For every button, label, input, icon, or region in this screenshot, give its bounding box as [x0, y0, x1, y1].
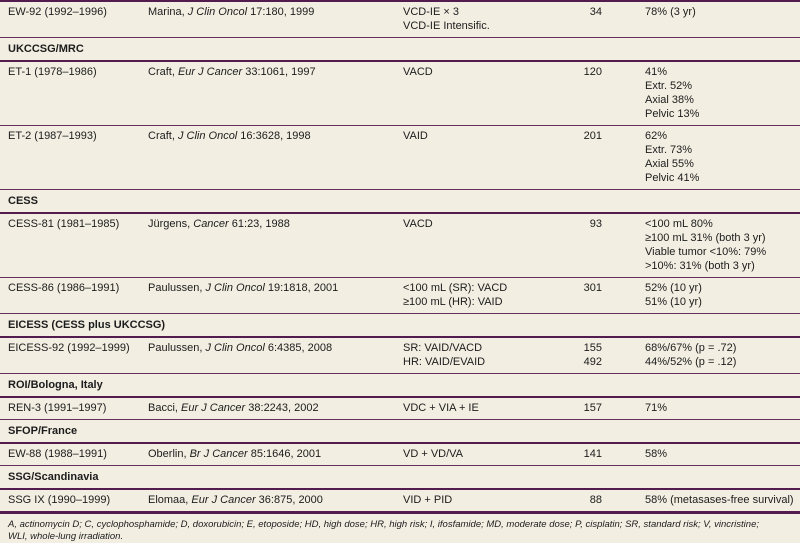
survival-cell: 58% (metasases-free survival)	[645, 494, 794, 506]
citation-detail: 6:4385, 2008	[264, 342, 333, 354]
patients-cell: 88	[589, 494, 602, 506]
study-cell: EICESS-92 (1992–1999)	[8, 342, 130, 354]
citation-detail: 38:2243, 2002	[245, 402, 319, 414]
study-cell: EW-92 (1992–1996)	[8, 6, 107, 18]
survival-cell: <100 mL 80% ≥100 mL 31% (both 3 yr) Viab…	[645, 218, 767, 272]
table-row-cess81: CESS-81 (1981–1985) Jürgens, Cancer 61:2…	[0, 213, 800, 278]
table-row-ssg-ix: SSG IX (1990–1999) Elomaa, Eur J Cancer …	[0, 489, 800, 513]
survival-cell: 58%	[645, 448, 668, 460]
table-row-eicess92: EICESS-92 (1992–1999) Paulussen, J Clin …	[0, 337, 800, 374]
section-header-roi-bologna: ROI/Bologna, Italy	[0, 373, 800, 398]
study-cell: ET-1 (1978–1986)	[8, 66, 97, 78]
citation-cell: Bacci, Eur J Cancer 38:2243, 2002	[145, 397, 400, 420]
regimen-cell: VCD-IE × 3 VCD-IE Intensific.	[403, 6, 490, 32]
regimen-cell: VID + PID	[403, 494, 453, 506]
study-cell: REN-3 (1991–1997)	[8, 402, 107, 414]
citation-detail: 16:3628, 1998	[237, 130, 311, 142]
citation-detail: 33:1061, 1997	[242, 66, 316, 78]
section-header-ssg-scandinavia: SSG/Scandinavia	[0, 465, 800, 490]
citation-author: Elomaa,	[148, 494, 192, 506]
study-cell: EW-88 (1988–1991)	[8, 448, 107, 460]
section-title: EICESS (CESS plus UKCCSG)	[0, 313, 800, 338]
section-title: ROI/Bologna, Italy	[0, 373, 800, 398]
regimen-cell: VACD	[403, 218, 433, 230]
citation-cell: Marina, J Clin Oncol 17:180, 1999	[145, 1, 400, 38]
citation-journal: Eur J Cancer	[191, 494, 256, 506]
citation-journal: Cancer	[193, 218, 229, 230]
citation-author: Oberlin,	[148, 448, 190, 460]
table-row-ew92: EW-92 (1992–1996) Marina, J Clin Oncol 1…	[0, 1, 800, 38]
patients-cell: 155 492	[583, 342, 602, 368]
citation-cell: Oberlin, Br J Cancer 85:1646, 2001	[145, 443, 400, 466]
section-header-eicess: EICESS (CESS plus UKCCSG)	[0, 313, 800, 338]
citation-cell: Paulussen, J Clin Oncol 19:1818, 2001	[145, 277, 400, 314]
patients-cell: 120	[583, 66, 602, 78]
citation-cell: Elomaa, Eur J Cancer 36:875, 2000	[145, 489, 400, 513]
study-cell: SSG IX (1990–1999)	[8, 494, 111, 506]
study-cell: CESS-86 (1986–1991)	[0, 277, 145, 314]
study-cell: ET-2 (1987–1993)	[0, 125, 145, 190]
section-title: SFOP/France	[0, 419, 800, 444]
regimen-cell: VACD	[403, 66, 433, 78]
section-title: SSG/Scandinavia	[0, 465, 800, 490]
table-row-ren3: REN-3 (1991–1997) Bacci, Eur J Cancer 38…	[0, 397, 800, 420]
study-cell: CESS-81 (1981–1985)	[8, 218, 120, 230]
patients-cell: 301	[548, 277, 605, 314]
citation-journal: J Clin Oncol	[177, 130, 238, 142]
section-title: CESS	[0, 189, 800, 214]
survival-cell: 78% (3 yr)	[645, 6, 696, 18]
abbreviations-footnote: A, actinomycin D; C, cyclophosphamide; D…	[8, 519, 760, 542]
citation-cell: Craft, Eur J Cancer 33:1061, 1997	[145, 61, 400, 126]
section-title: UKCCSG/MRC	[0, 37, 800, 62]
table-row-et2: ET-2 (1987–1993) Craft, J Clin Oncol 16:…	[0, 125, 800, 190]
survival-cell: 62% Extr. 73% Axial 55% Pelvic 41%	[605, 125, 800, 190]
citation-author: Marina,	[148, 6, 188, 18]
citation-journal: Eur J Cancer	[177, 66, 243, 78]
section-header-ukccsg-mrc: UKCCSG/MRC	[0, 37, 800, 62]
citation-detail: 61:23, 1988	[228, 218, 290, 230]
survival-cell: 68%/67% (p = .72) 44%/52% (p = .12)	[645, 342, 737, 368]
citation-journal: Eur J Cancer	[181, 402, 246, 414]
survival-cell: 71%	[645, 402, 668, 414]
patients-cell: 34	[589, 6, 602, 18]
table-row-ew88: EW-88 (1988–1991) Oberlin, Br J Cancer 8…	[0, 443, 800, 466]
survival-cell: 52% (10 yr) 51% (10 yr)	[605, 277, 800, 314]
table-row-et1: ET-1 (1978–1986) Craft, Eur J Cancer 33:…	[0, 61, 800, 126]
survival-cell: 41% Extr. 52% Axial 38% Pelvic 13%	[645, 66, 700, 120]
section-header-sfop-france: SFOP/France	[0, 419, 800, 444]
regimen-cell: VD + VD/VA	[403, 448, 464, 460]
section-header-cess: CESS	[0, 189, 800, 214]
citation-cell: Paulussen, J Clin Oncol 6:4385, 2008	[145, 337, 400, 374]
citation-journal: J Clin Oncol	[205, 342, 265, 354]
citation-author: Bacci,	[148, 402, 182, 414]
citation-detail: 85:1646, 2001	[247, 448, 322, 460]
citation-detail: 36:875, 2000	[255, 494, 323, 506]
regimen-cell: <100 mL (SR): VACD ≥100 mL (HR): VAID	[400, 277, 548, 314]
citation-journal: Br J Cancer	[189, 448, 248, 460]
patients-cell: 93	[589, 218, 602, 230]
regimen-cell: VDC + VIA + IE	[403, 402, 479, 414]
citation-detail: 19:1818, 2001	[264, 282, 339, 294]
citation-cell: Craft, J Clin Oncol 16:3628, 1998	[145, 125, 400, 190]
citation-author: Paulussen,	[148, 282, 206, 294]
citation-detail: 17:180, 1999	[247, 6, 315, 18]
citation-journal: J Clin Oncol	[205, 282, 265, 294]
citation-author: Craft,	[148, 66, 178, 78]
clinical-trials-table: EW-92 (1992–1996) Marina, J Clin Oncol 1…	[0, 0, 800, 514]
table-row-cess86: CESS-86 (1986–1991) Paulussen, J Clin On…	[0, 277, 800, 314]
citation-author: Craft,	[148, 130, 178, 142]
regimen-cell: SR: VAID/VACD HR: VAID/EVAID	[403, 342, 486, 368]
citation-author: Jürgens,	[148, 218, 194, 230]
citation-cell: Jürgens, Cancer 61:23, 1988	[145, 213, 400, 278]
patients-cell: 141	[583, 448, 602, 460]
citation-author: Paulussen,	[148, 342, 206, 354]
citation-journal: J Clin Oncol	[187, 6, 248, 18]
patients-cell: 201	[548, 125, 605, 190]
patients-cell: 157	[583, 402, 602, 414]
regimen-cell: VAID	[400, 125, 548, 190]
